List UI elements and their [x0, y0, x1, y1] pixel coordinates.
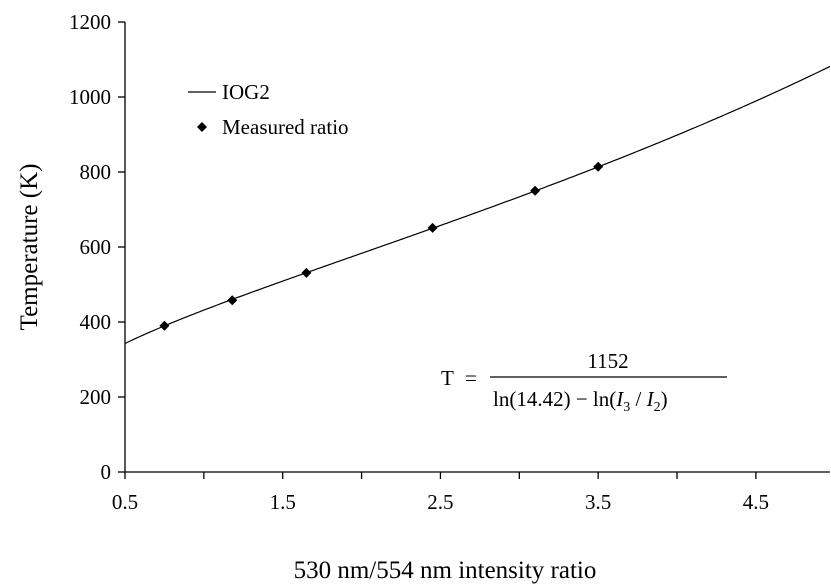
formula-denominator: ln(14.42) − ln(I3 / I2)	[493, 387, 668, 415]
y-tick-label: 1000	[69, 85, 111, 109]
formula-slash: /	[630, 387, 646, 411]
formula-equals: =	[465, 366, 477, 390]
data-point	[427, 222, 438, 233]
x-tick-label: 3.5	[585, 490, 611, 514]
legend-label-iog2: IOG2	[222, 80, 270, 104]
series-line-iog2	[124, 65, 831, 345]
data-point	[301, 267, 312, 278]
x-axis-title: 530 nm/554 nm intensity ratio	[294, 557, 597, 584]
formula-numerator: 1152	[587, 349, 628, 373]
legend-marker-diamond	[197, 122, 207, 132]
data-point	[530, 185, 541, 196]
formula-sub-2: 2	[654, 400, 661, 415]
data-point	[227, 295, 238, 306]
formula-lhs: T	[441, 366, 454, 390]
y-axis-title: Temperature (K)	[16, 164, 43, 331]
legend: IOG2 Measured ratio	[188, 80, 349, 139]
plot-area	[124, 65, 831, 345]
data-point	[593, 161, 604, 172]
legend-label-measured: Measured ratio	[222, 115, 349, 139]
y-tick-label: 600	[80, 235, 112, 259]
ticks	[118, 21, 757, 479]
y-tick-label: 0	[101, 460, 112, 484]
formula-denominator-part1: ln(14.42) − ln(	[493, 387, 616, 411]
x-tick-label: 4.5	[743, 490, 769, 514]
y-tick-label: 800	[80, 160, 112, 184]
tick-labels: 0 200 400 600 800 1000 1200 0.5 1.5 2.5 3.5 4.5	[69, 10, 769, 514]
formula-close-paren: )	[661, 387, 668, 411]
x-tick-label: 2.5	[427, 490, 453, 514]
x-tick-label: 0.5	[112, 490, 138, 514]
y-tick-label: 1200	[69, 10, 111, 34]
y-tick-label: 400	[80, 310, 112, 334]
formula-sub-3: 3	[623, 400, 630, 415]
formula-var-i2: I	[646, 387, 655, 411]
formula-annotation: T = 1152 ln(14.42) − ln(I3 / I2)	[441, 349, 727, 415]
formula-var-i3: I	[615, 387, 624, 411]
x-tick-label: 1.5	[270, 490, 296, 514]
data-point	[159, 320, 170, 331]
y-tick-label: 200	[80, 385, 112, 409]
